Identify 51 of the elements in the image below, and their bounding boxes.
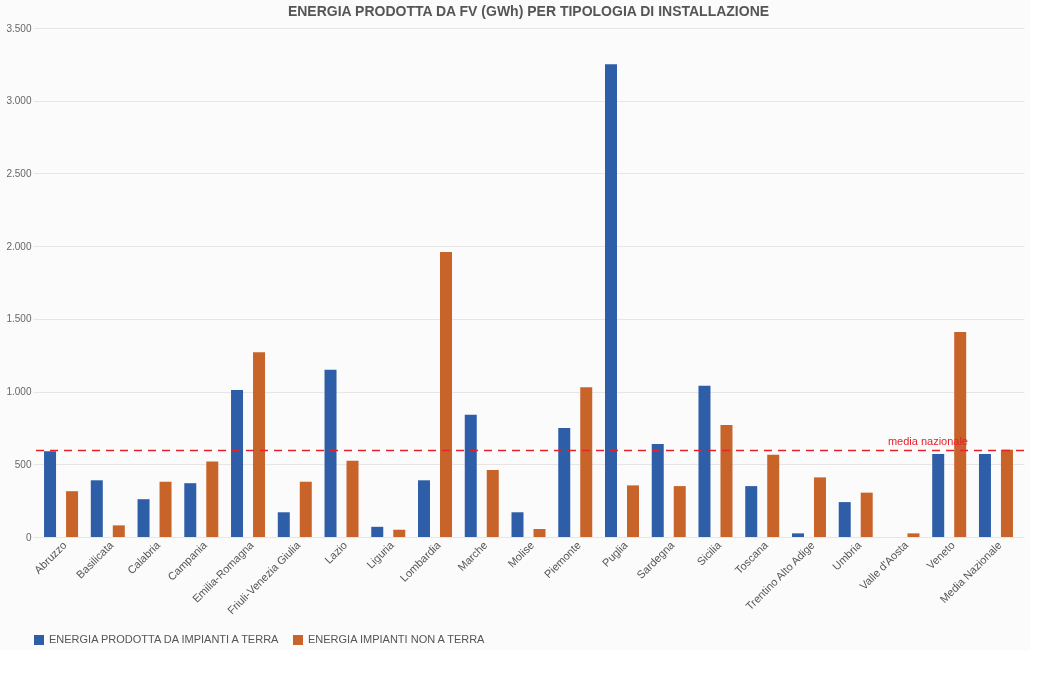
bar — [978, 454, 991, 537]
bar — [44, 451, 57, 537]
bar — [371, 526, 384, 537]
bar — [673, 486, 686, 537]
legend-label: ENERGIA IMPIANTI NON A TERRA — [308, 633, 486, 645]
bar — [112, 525, 125, 537]
bar — [66, 491, 79, 537]
y-tick-label: 3.500 — [6, 22, 32, 34]
bar — [932, 454, 945, 537]
bar — [253, 352, 266, 537]
bar — [791, 533, 804, 537]
bar — [698, 385, 711, 537]
y-tick-label: 0 — [25, 531, 32, 543]
bar — [838, 502, 851, 537]
y-tick-label: 2.500 — [6, 167, 32, 179]
chart-title: ENERGIA PRODOTTA DA FV (GWh) PER TIPOLOGIA DI INSTALLAZIONE — [287, 3, 770, 19]
bar — [813, 477, 826, 537]
y-tick-label: 1.000 — [6, 386, 32, 398]
bar — [184, 483, 197, 537]
bar — [137, 499, 150, 537]
bar — [626, 485, 639, 537]
bar — [907, 533, 920, 537]
bar — [159, 481, 172, 537]
bar — [651, 443, 664, 537]
bar — [558, 427, 571, 537]
bar — [511, 512, 524, 537]
bar — [299, 481, 312, 537]
y-tick-label: 1.500 — [6, 313, 32, 325]
bar — [393, 529, 406, 537]
bar — [745, 486, 758, 537]
legend-label: ENERGIA PRODOTTA DA IMPIANTI A TERRA — [49, 633, 280, 645]
bar — [860, 492, 873, 537]
y-tick-label: 2.000 — [6, 240, 32, 252]
bar — [604, 64, 617, 537]
bar — [1000, 449, 1013, 537]
bar — [533, 529, 546, 537]
bar — [206, 461, 219, 537]
bar — [486, 470, 499, 537]
bar — [464, 414, 477, 537]
bar — [346, 460, 359, 537]
bar — [90, 480, 103, 537]
y-tick-label: 500 — [14, 458, 32, 470]
bar — [324, 369, 337, 537]
bar — [720, 425, 733, 537]
bar — [767, 454, 780, 537]
bar — [231, 390, 244, 537]
bar — [277, 512, 290, 537]
y-tick-label: 3.000 — [6, 95, 32, 107]
bar — [440, 251, 453, 537]
bar — [418, 480, 431, 537]
bar — [580, 387, 593, 537]
